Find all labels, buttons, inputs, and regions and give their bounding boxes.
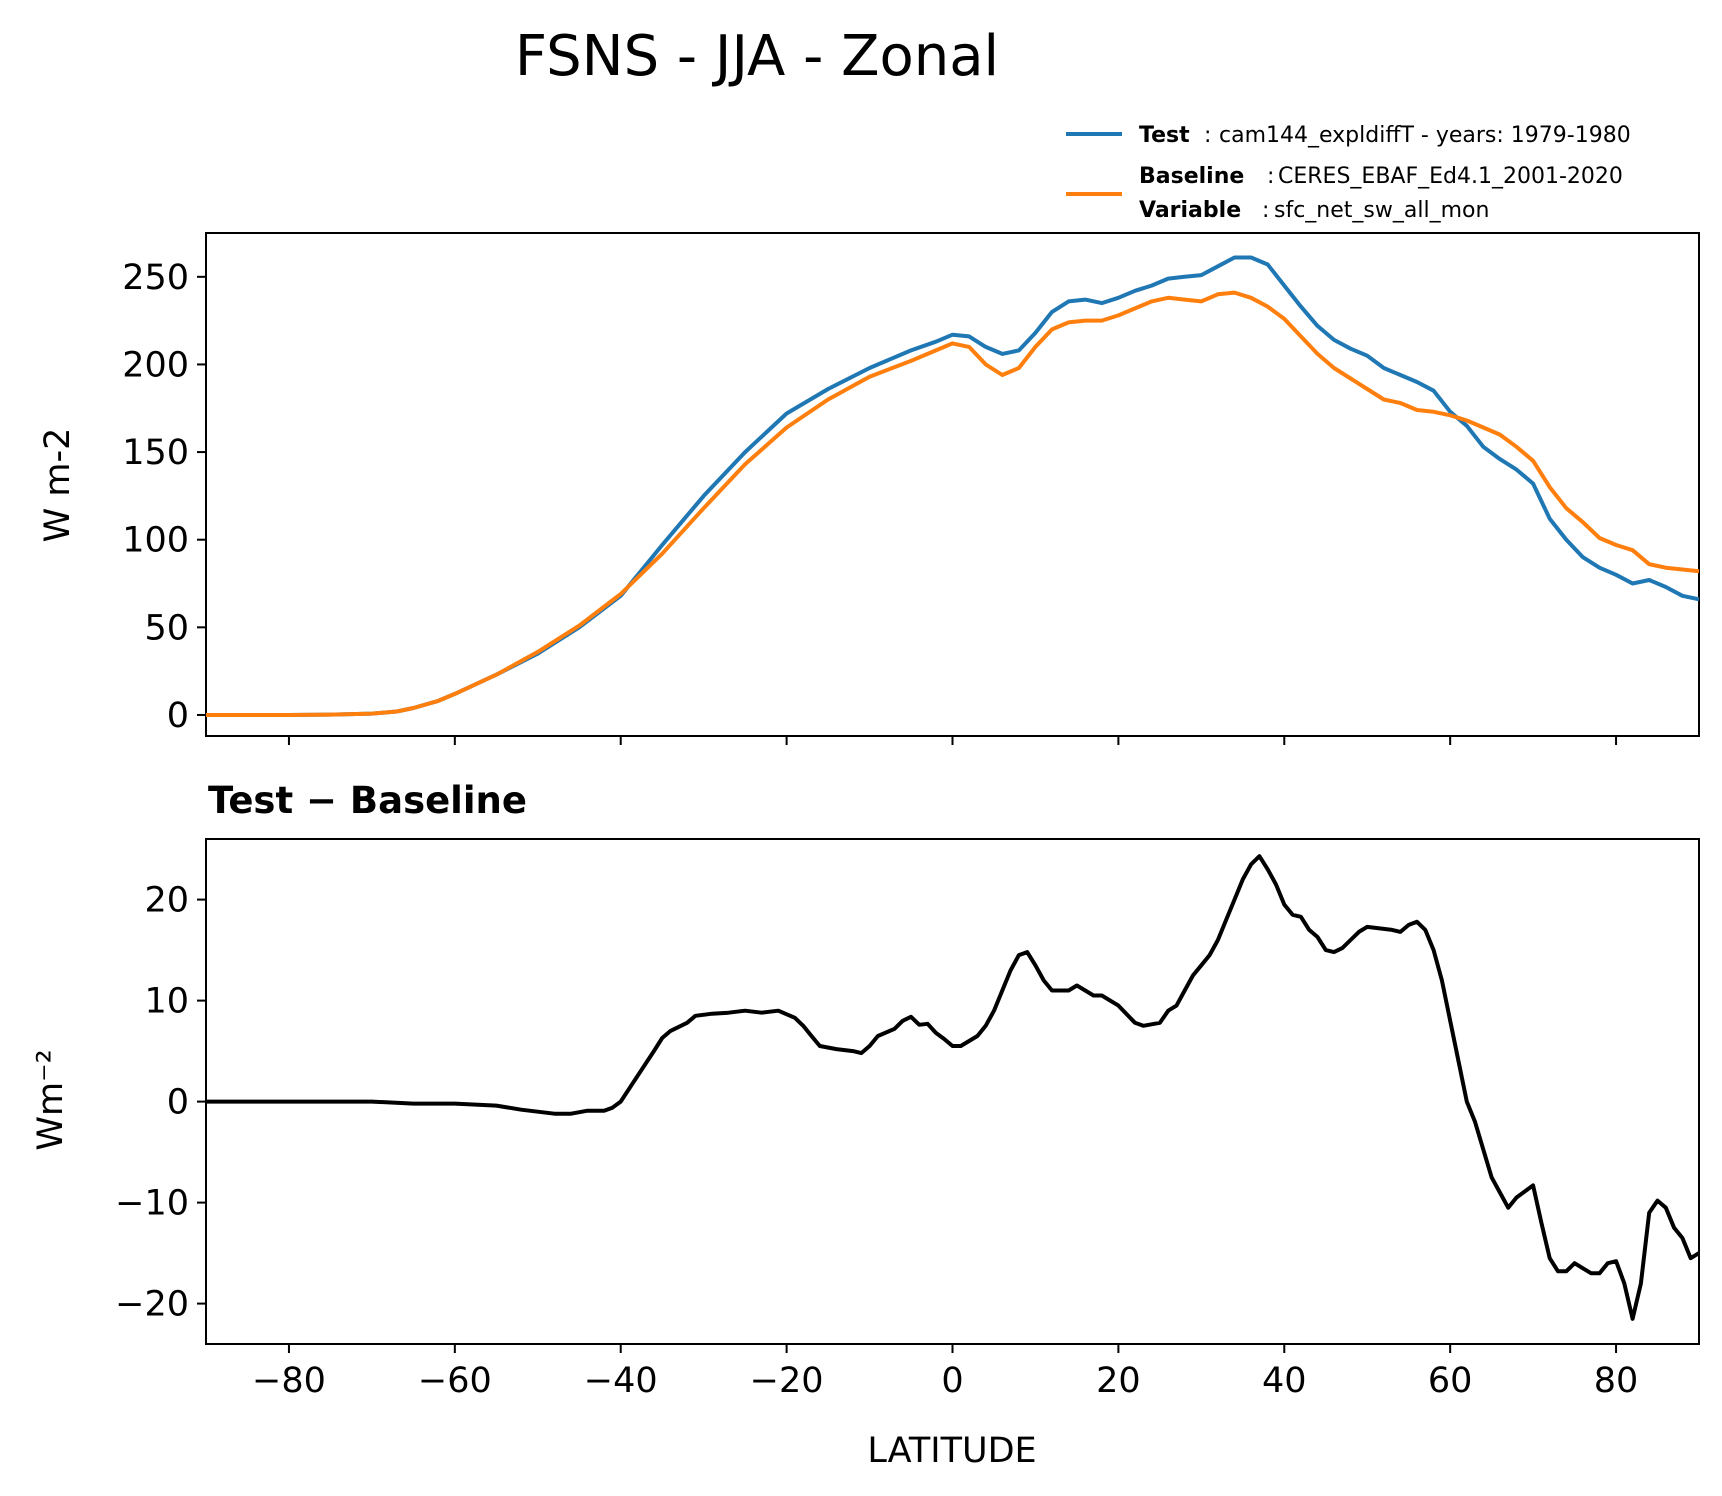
top-y-tick-label: 250 xyxy=(122,258,189,298)
bottom-x-tick-label: 60 xyxy=(1428,1361,1473,1401)
bottom-x-tick-label: −60 xyxy=(418,1361,492,1401)
top-y-tick-label: 0 xyxy=(167,696,189,736)
legend-label-baseline-bold: Baseline xyxy=(1139,164,1244,189)
top-y-ticks: 0 50 100 150 200 250 xyxy=(122,258,206,736)
legend-label-test-sep: : xyxy=(1204,123,1211,148)
legend: Test : cam144_expldiffT - years: 1979-19… xyxy=(1066,123,1631,223)
legend-label-variable-bold: Variable xyxy=(1139,198,1241,223)
bottom-x-tick-label: −40 xyxy=(584,1361,658,1401)
legend-label-variable-text: sfc_net_sw_all_mon xyxy=(1274,198,1489,223)
legend-label-baseline-sep: : xyxy=(1267,164,1274,189)
bottom-y-tick-label: −10 xyxy=(115,1184,189,1224)
bottom-x-tick-label: 20 xyxy=(1096,1361,1141,1401)
bottom-y-tick-label: 10 xyxy=(144,982,189,1022)
top-y-tick-label: 150 xyxy=(122,433,189,473)
top-series-baseline xyxy=(206,290,1700,717)
bottom-y-tick-label: −20 xyxy=(115,1285,189,1325)
top-x-ticks xyxy=(287,736,1618,745)
x-axis-label: LATITUDE xyxy=(867,1431,1036,1471)
bottom-y-axis-label: Wm⁻² xyxy=(31,1049,71,1150)
top-plot-area xyxy=(205,232,1700,737)
legend-label-baseline-text: CERES_EBAF_Ed4.1_2001-2020 xyxy=(1278,164,1623,189)
chart-title: FSNS - JJA - Zonal xyxy=(515,24,999,89)
bottom-x-tick-label: 80 xyxy=(1594,1361,1639,1401)
legend-label-test-bold: Test xyxy=(1139,123,1190,148)
top-panel: 0 50 100 150 200 250 W m-2 xyxy=(38,232,1700,745)
bottom-plot-area xyxy=(205,838,1700,1345)
bottom-x-tick-label: −20 xyxy=(750,1361,824,1401)
top-y-tick-label: 50 xyxy=(144,608,189,648)
bottom-x-tick-label: 0 xyxy=(941,1361,963,1401)
bottom-panel: Test − Baseline −20 −10 0 10 20 −80 −60 −40 −20… xyxy=(31,779,1701,1471)
top-series-test xyxy=(206,255,1700,717)
legend-label-test-text: cam144_expldiffT - years: 1979-1980 xyxy=(1219,123,1631,148)
bottom-x-ticks: −80 −60 −40 −20 0 20 40 60 80 xyxy=(252,1344,1638,1401)
bottom-subtitle: Test − Baseline xyxy=(208,779,527,822)
bottom-y-tick-label: 0 xyxy=(167,1083,189,1123)
top-series xyxy=(206,255,1700,717)
bottom-y-ticks: −20 −10 0 10 20 xyxy=(115,881,206,1325)
bottom-y-tick-label: 20 xyxy=(144,881,189,921)
bottom-series xyxy=(206,854,1701,1321)
bottom-x-tick-label: −80 xyxy=(252,1361,326,1401)
bottom-series-test-baseline xyxy=(206,854,1701,1321)
bottom-x-tick-label: 40 xyxy=(1262,1361,1307,1401)
legend-label-variable-sep: : xyxy=(1262,198,1269,223)
top-y-tick-label: 200 xyxy=(122,345,189,385)
top-y-tick-label: 100 xyxy=(122,521,189,561)
top-y-axis-label: W m-2 xyxy=(38,428,78,543)
